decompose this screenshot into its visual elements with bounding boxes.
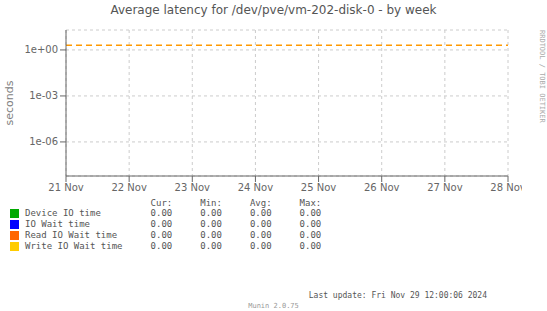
svg-text:1e+00: 1e+00: [24, 44, 58, 55]
html-text:Avg:: Avg:: [249, 198, 272, 208]
svg-text:28 Nov: 28 Nov: [490, 182, 522, 193]
html-text:0.00: 0.00: [150, 219, 173, 229]
svg-text:25 Nov: 25 Nov: [301, 182, 337, 193]
html-text:Min:: Min:: [200, 198, 222, 208]
html-text:0.00: 0.00: [249, 241, 272, 251]
html-text:0.00: 0.00: [249, 230, 272, 240]
html-text:0.00: 0.00: [249, 208, 272, 218]
svg-text:27 Nov: 27 Nov: [427, 182, 463, 193]
html-text:Average latency for /dev/pve/v: Average latency for /dev/pve/vm-202-disk…: [110, 3, 437, 17]
svg-text:seconds: seconds: [3, 80, 16, 125]
svg-text:23 Nov: 23 Nov: [175, 182, 211, 193]
html-text:0.00: 0.00: [150, 208, 173, 218]
html-text:Read IO Wait time: Read IO Wait time: [25, 230, 118, 240]
svg-text:24 Nov: 24 Nov: [238, 182, 274, 193]
html-text:Cur:: Cur:: [150, 198, 173, 208]
html-text:0.00: 0.00: [200, 208, 222, 218]
html-text:0.00: 0.00: [200, 241, 222, 251]
svg-text:21 Nov: 21 Nov: [48, 182, 84, 193]
html-text:0.00: 0.00: [200, 219, 222, 229]
svg-text:1e-06: 1e-06: [29, 136, 58, 147]
svg-text:26 Nov: 26 Nov: [364, 182, 400, 193]
html-text:RRDTOOL / TOBI OETIKER: RRDTOOL / TOBI OETIKER: [538, 30, 546, 123]
html-text:0.00: 0.00: [299, 241, 322, 251]
svg-text:22 Nov: 22 Nov: [111, 182, 147, 193]
html-text:Munin 2.0.75: Munin 2.0.75: [248, 302, 299, 310]
html-text:Max:: Max:: [299, 198, 322, 208]
svg-text:1e-03: 1e-03: [29, 90, 58, 101]
html-text:0.00: 0.00: [299, 230, 322, 240]
html-text:0.00: 0.00: [299, 208, 322, 218]
html-text:Write IO Wait time: Write IO Wait time: [25, 241, 123, 251]
html-text:0.00: 0.00: [150, 241, 173, 251]
html-text:0.00: 0.00: [200, 230, 222, 240]
html-text:0.00: 0.00: [249, 219, 272, 229]
html-text:Last update: Fri Nov 29 12:00:: Last update: Fri Nov 29 12:00:06 2024: [308, 291, 487, 300]
html-text:0.00: 0.00: [299, 219, 322, 229]
html-text:IO Wait time: IO Wait time: [25, 219, 90, 229]
html-text:Device IO time: Device IO time: [25, 208, 101, 218]
html-text:0.00: 0.00: [150, 230, 173, 240]
